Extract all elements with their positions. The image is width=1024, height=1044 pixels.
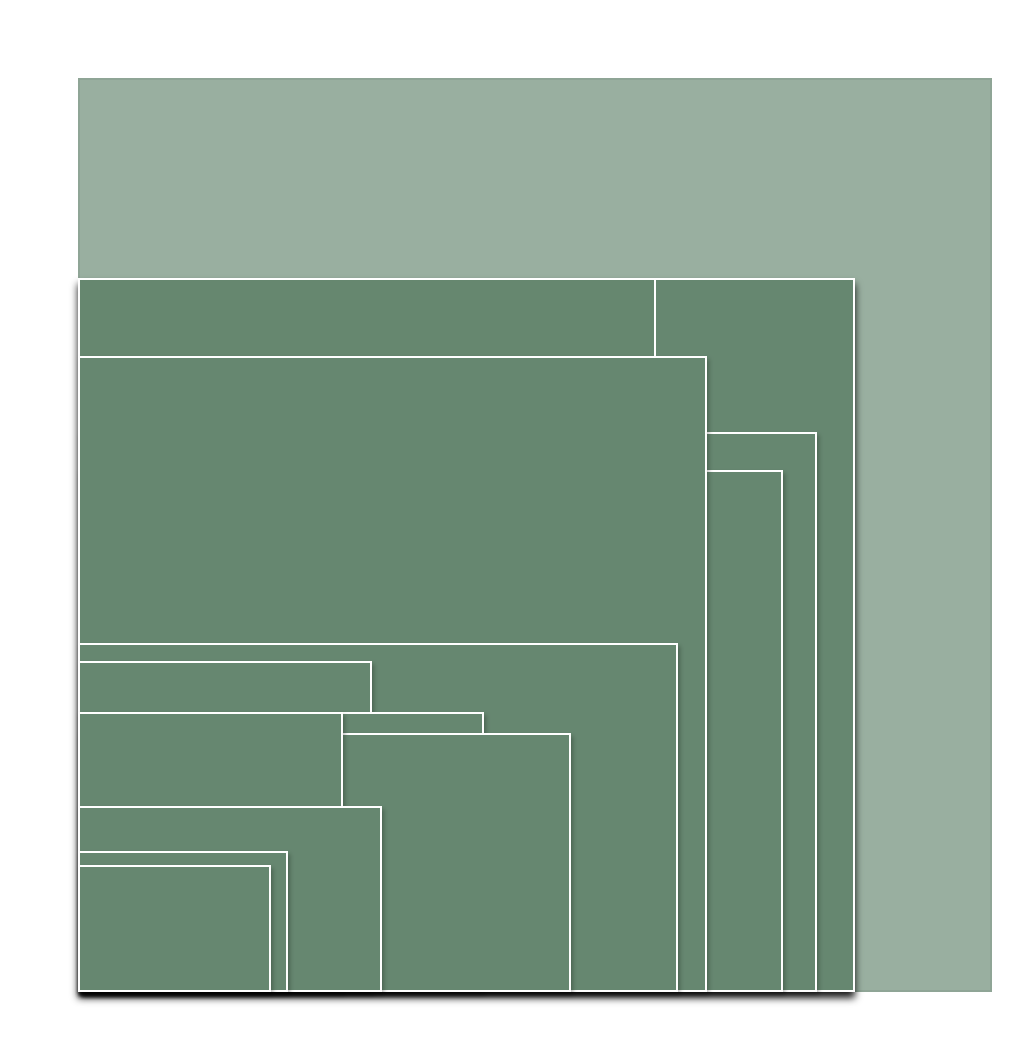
top-strip-rect [78,278,656,358]
bottom-small-rect-2 [78,865,271,992]
